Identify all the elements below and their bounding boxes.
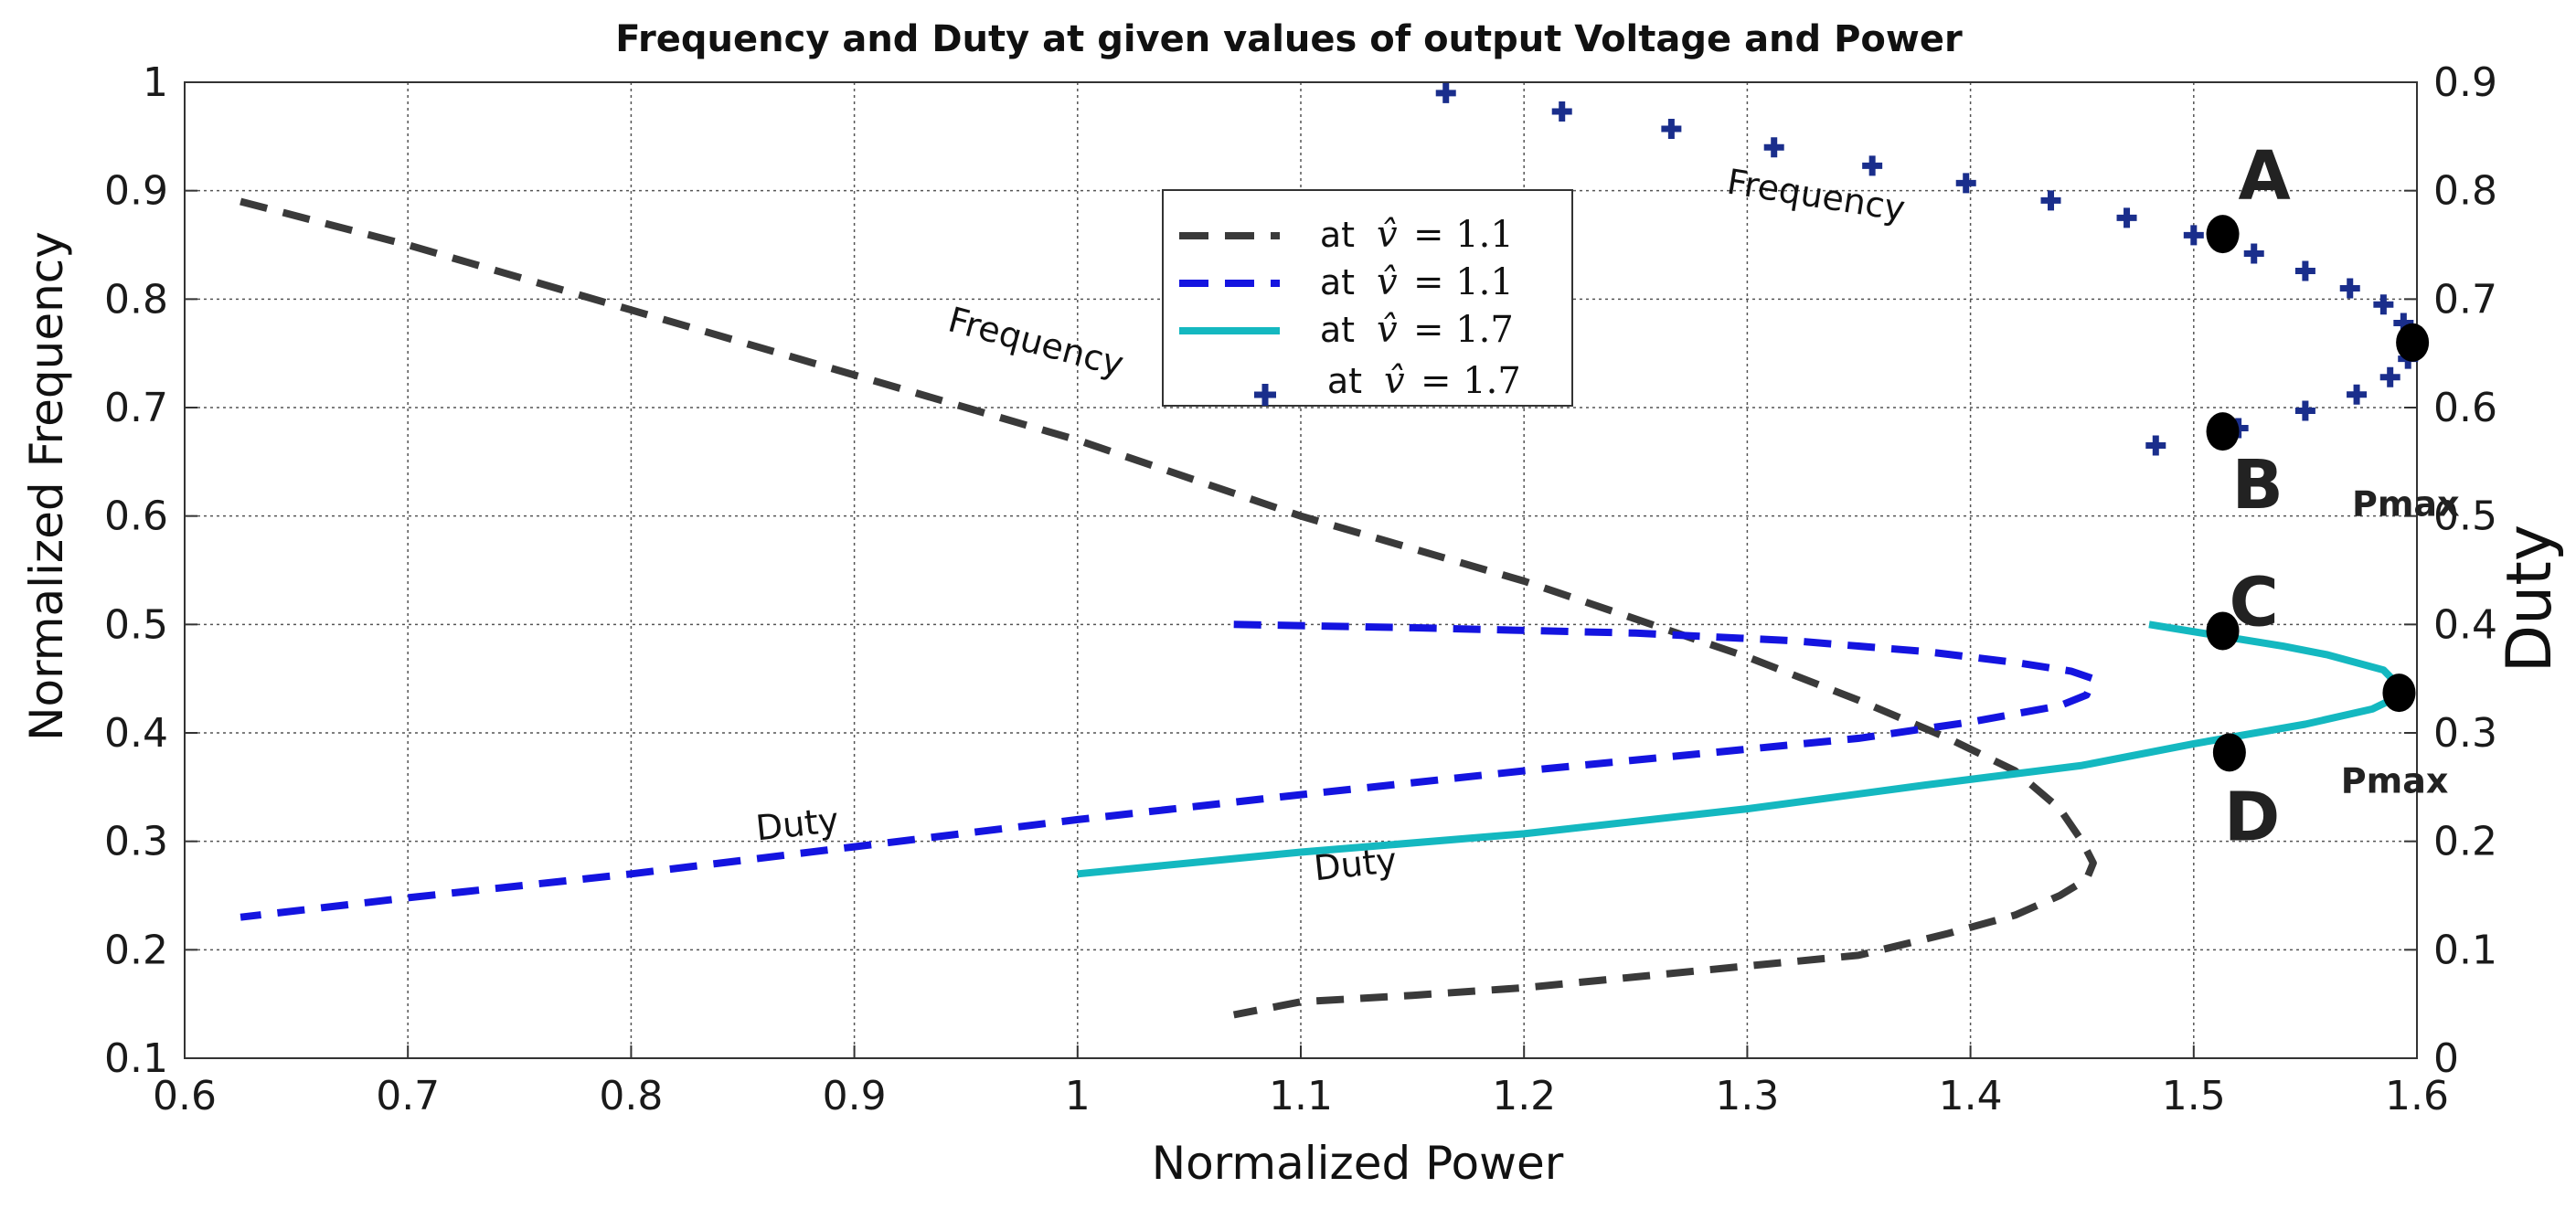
- y2-tick-label: 0.7: [2433, 276, 2497, 323]
- operating-point: [2206, 611, 2240, 651]
- y2-tick-label: 0.8: [2433, 168, 2497, 215]
- series-line: [240, 620, 2097, 921]
- frequency-marker: [2294, 260, 2315, 281]
- y2-axis-label: Duty: [2494, 525, 2566, 673]
- series-2: [240, 620, 2097, 921]
- frequency-marker: [1435, 82, 1456, 103]
- y-tick-label: 1: [143, 59, 168, 106]
- legend-equation: = 1.7: [1421, 360, 1521, 402]
- y-tick-label: 0.6: [104, 493, 168, 540]
- operating-point: [2382, 673, 2416, 713]
- legend-prefix: at: [1327, 361, 1362, 401]
- frequency-marker: [2243, 243, 2264, 264]
- legend-prefix: at: [1320, 310, 1355, 350]
- legend-box: [1162, 189, 1573, 407]
- pmax-label: Pmax: [2341, 760, 2449, 801]
- series-1: [240, 197, 2097, 1019]
- y2-tick-label: 0: [2433, 1035, 2459, 1082]
- x-tick-label: 1.5: [2162, 1073, 2226, 1119]
- legend: at v̂ = 1.1at v̂ = 1.1at v̂ = 1.7at v̂ = 1.7: [1162, 189, 1573, 407]
- x-tick-label: 0.9: [823, 1073, 887, 1119]
- operating-point: [2206, 412, 2240, 451]
- series-line: [240, 197, 2097, 1019]
- legend-prefix: at: [1320, 262, 1355, 302]
- legend-prefix: at: [1320, 215, 1355, 255]
- y2-tick-label: 0.2: [2433, 819, 2497, 865]
- x-tick-label: 0.7: [376, 1073, 440, 1119]
- chart-title: Frequency and Duty at given values of ou…: [615, 18, 1963, 60]
- y2-tick-label: 0.9: [2433, 59, 2497, 106]
- y2-tick-label: 0.1: [2433, 927, 2497, 973]
- legend-entry: at v̂ = 1.1: [1179, 214, 1514, 256]
- curve-annotation: Duty: [754, 800, 841, 848]
- legend-entry: at v̂ = 1.7: [1179, 309, 1514, 351]
- legend-entry: at v̂ = 1.7: [1254, 360, 1521, 406]
- legend-symbol: v̂: [1384, 360, 1405, 402]
- y2-tick-label: 0.4: [2433, 601, 2497, 648]
- x-tick-label: 1.1: [1269, 1073, 1333, 1119]
- frequency-marker: [2116, 207, 2137, 228]
- frequency-marker: [1763, 137, 1784, 158]
- pmax-label: Pmax: [2352, 484, 2460, 525]
- legend-symbol: v̂: [1377, 261, 1398, 303]
- operating-point: [2212, 733, 2246, 772]
- y-tick-label: 0.2: [104, 927, 168, 973]
- x-tick-label: 1.2: [1492, 1073, 1556, 1119]
- legend-swatch: [1254, 384, 1276, 406]
- y2-tick-label: 0.6: [2433, 385, 2497, 431]
- y2-tick-label: 0.5: [2433, 493, 2497, 540]
- operating-point: [2396, 323, 2430, 362]
- x-axis-label: Normalized Power: [1152, 1137, 1564, 1190]
- curve-annotation: Duty: [1312, 840, 1399, 888]
- point-label-a: A: [2239, 137, 2291, 216]
- legend-equation: = 1.1: [1413, 261, 1514, 303]
- frequency-marker: [2145, 435, 2166, 456]
- x-tick-label: 1.3: [1715, 1073, 1779, 1119]
- frequency-marker: [2183, 225, 2204, 246]
- x-tick-label: 1: [1065, 1073, 1091, 1119]
- y2-tick-label: 0.3: [2433, 710, 2497, 757]
- frequency-marker: [2373, 294, 2394, 315]
- legend-equation: = 1.7: [1413, 309, 1514, 351]
- frequency-marker: [1551, 101, 1572, 122]
- y-tick-label: 0.3: [104, 819, 168, 865]
- frequency-marker: [2294, 400, 2315, 421]
- legend-symbol: v̂: [1377, 309, 1398, 351]
- frequency-marker: [2339, 278, 2360, 299]
- y-tick-label: 0.8: [104, 276, 168, 323]
- series-layer: [240, 82, 2423, 1019]
- frequency-marker: [2379, 366, 2400, 387]
- frequency-marker: [1862, 155, 1883, 176]
- operating-point: [2206, 215, 2240, 254]
- y-axis-label: Normalized Frequency: [20, 231, 73, 741]
- legend-entry: at v̂ = 1.1: [1179, 261, 1514, 303]
- frequency-marker: [1955, 173, 1976, 194]
- frequency-marker: [2040, 190, 2061, 211]
- legend-symbol: v̂: [1377, 214, 1398, 256]
- point-label-d: D: [2224, 778, 2280, 856]
- x-tick-label: 1.6: [2385, 1073, 2449, 1119]
- y-tick-label: 0.5: [104, 601, 168, 648]
- y-tick-label: 0.1: [104, 1035, 168, 1082]
- points-layer: A BC D: [2206, 137, 2430, 856]
- frequency-marker: [2347, 384, 2368, 405]
- point-label-c: C: [2230, 563, 2279, 642]
- x-tick-label: 1.4: [1939, 1073, 2003, 1119]
- x-tick-label: 0.8: [599, 1073, 663, 1119]
- ticks-layer: 0.6 0.7 0.8 0.9 1 1.1 1.2 1.3 1.4 1.5 1.6 0.1 0.2 0.3…: [104, 59, 2497, 1119]
- y-tick-label: 0.7: [104, 385, 168, 431]
- y-tick-label: 0.9: [104, 168, 168, 215]
- series-line: [1077, 620, 2410, 878]
- series-3: [1077, 620, 2410, 878]
- legend-equation: = 1.1: [1413, 214, 1514, 256]
- x-tick-label: 0.6: [153, 1073, 217, 1119]
- frequency-marker: [1661, 119, 1682, 140]
- point-label-b: B: [2232, 446, 2283, 525]
- y-tick-label: 0.4: [104, 710, 168, 757]
